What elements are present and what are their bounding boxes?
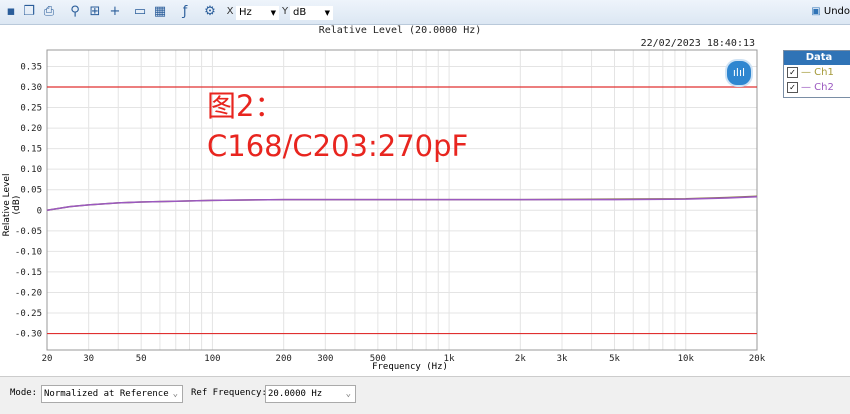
bottom-bar: Mode: Normalized at Reference ⌄ Ref Frequ… — [0, 376, 850, 414]
x-tick-label: 20k — [749, 354, 766, 364]
x-tick-label: 5k — [609, 354, 620, 364]
toolbar: ▪ ❐ ⎙ ⚲ ⊞ + ▭ ▦ ƒ ⚙ X Hz ▼ Y dB ▼ ▣ Undo — [0, 0, 850, 25]
y-tick-label: 0.35 — [20, 62, 42, 72]
checkbox-checked-icon[interactable]: ✓ — [787, 81, 798, 93]
ref-frequency-value: 20.0000 Hz — [268, 389, 323, 399]
legend-label: — Ch1 — [801, 67, 834, 78]
analyzer-logo-icon: ılıl — [725, 59, 753, 87]
ref-frequency-select[interactable]: 20.0000 Hz ⌄ — [265, 385, 356, 403]
plot-background — [47, 50, 757, 350]
annotation-line-2: C168/C203:270pF — [207, 129, 469, 163]
mode-value: Normalized at Reference — [44, 389, 169, 399]
undo-button[interactable]: ▣ Undo — [811, 6, 850, 17]
mode-label: Mode: — [10, 388, 38, 398]
undo-label: Undo — [823, 6, 850, 17]
mode-select[interactable]: Normalized at Reference ⌄ — [41, 385, 183, 403]
chevron-down-icon: ⌄ — [172, 389, 178, 399]
x-tick-label: 200 — [276, 354, 292, 364]
x-tick-label: 300 — [317, 354, 333, 364]
y-tick-label: -0.25 — [15, 309, 42, 319]
ref-frequency-label: Ref Frequency: — [191, 388, 267, 398]
copy-icon[interactable]: ❐ — [23, 4, 35, 19]
series-line-ch2 — [46, 195, 758, 212]
y-tick-label: 0.15 — [20, 145, 42, 155]
y-tick-label: 0.20 — [20, 124, 42, 134]
y-tick-label: -0.20 — [15, 288, 42, 298]
x-tick-label: 100 — [204, 354, 220, 364]
annotation-line-1: 图2： — [207, 89, 284, 123]
fit-icon[interactable]: ⊞ — [89, 4, 101, 19]
x-tick-label: 30 — [83, 354, 94, 364]
timestamp: 22/02/2023 18:40:13 — [640, 38, 755, 49]
table-icon[interactable]: ▭ — [133, 4, 147, 19]
y-tick-label: -0.10 — [15, 247, 42, 257]
legend: Data ✓ — Ch1 ✓ — Ch2 — [783, 50, 850, 98]
y-tick-label: -0.15 — [15, 268, 42, 278]
x-axis-title: Frequency (Hz) — [372, 362, 448, 372]
cursor-icon[interactable]: + — [109, 4, 121, 19]
x-tick-label: 20 — [42, 354, 53, 364]
chevron-down-icon: ▼ — [324, 9, 330, 17]
legend-label: — Ch2 — [801, 82, 834, 93]
plot-frame — [46, 49, 758, 351]
x-tick-label: 50 — [136, 354, 147, 364]
chevron-down-icon: ▼ — [270, 9, 276, 17]
print-icon[interactable]: ⎙ — [43, 4, 55, 19]
y-axis-title: Relative Level (dB) — [2, 173, 22, 237]
y-tick-label: 0.10 — [20, 165, 42, 175]
y-axis-label: Y — [281, 6, 289, 17]
legend-item-ch1[interactable]: ✓ — Ch1 — [784, 65, 850, 80]
x-unit-select[interactable]: Hz ▼ — [236, 6, 279, 20]
y-unit-value: dB — [293, 7, 307, 18]
checkbox-checked-icon[interactable]: ✓ — [787, 66, 798, 78]
chevron-down-icon: ⌄ — [345, 389, 351, 399]
graph-icon[interactable]: ▦ — [153, 4, 167, 19]
y-tick-label: 0.25 — [20, 104, 42, 114]
x-tick-label: 3k — [557, 354, 568, 364]
y-tick-label: 0 — [37, 206, 42, 216]
settings-icon[interactable]: ⚙ — [204, 4, 216, 19]
zoom-icon[interactable]: ⚲ — [70, 4, 80, 19]
legend-item-ch2[interactable]: ✓ — Ch2 — [784, 80, 850, 95]
function-icon[interactable]: ƒ — [182, 4, 188, 19]
series-line-ch1 — [46, 195, 758, 212]
legend-title: Data — [784, 51, 850, 65]
undo-icon: ▣ — [811, 6, 821, 17]
y-unit-select[interactable]: dB ▼ — [290, 6, 333, 20]
y-tick-label: -0.30 — [15, 330, 42, 340]
y-tick-label: 0.05 — [20, 186, 42, 196]
y-tick-label: 0.30 — [20, 83, 42, 93]
x-tick-label: 10k — [678, 354, 695, 364]
x-axis-label: X — [226, 6, 234, 17]
x-unit-value: Hz — [239, 7, 252, 18]
chart-title: Relative Level (20.0000 Hz) — [318, 25, 482, 36]
x-tick-label: 2k — [515, 354, 526, 364]
save-icon[interactable]: ▪ — [6, 4, 16, 19]
